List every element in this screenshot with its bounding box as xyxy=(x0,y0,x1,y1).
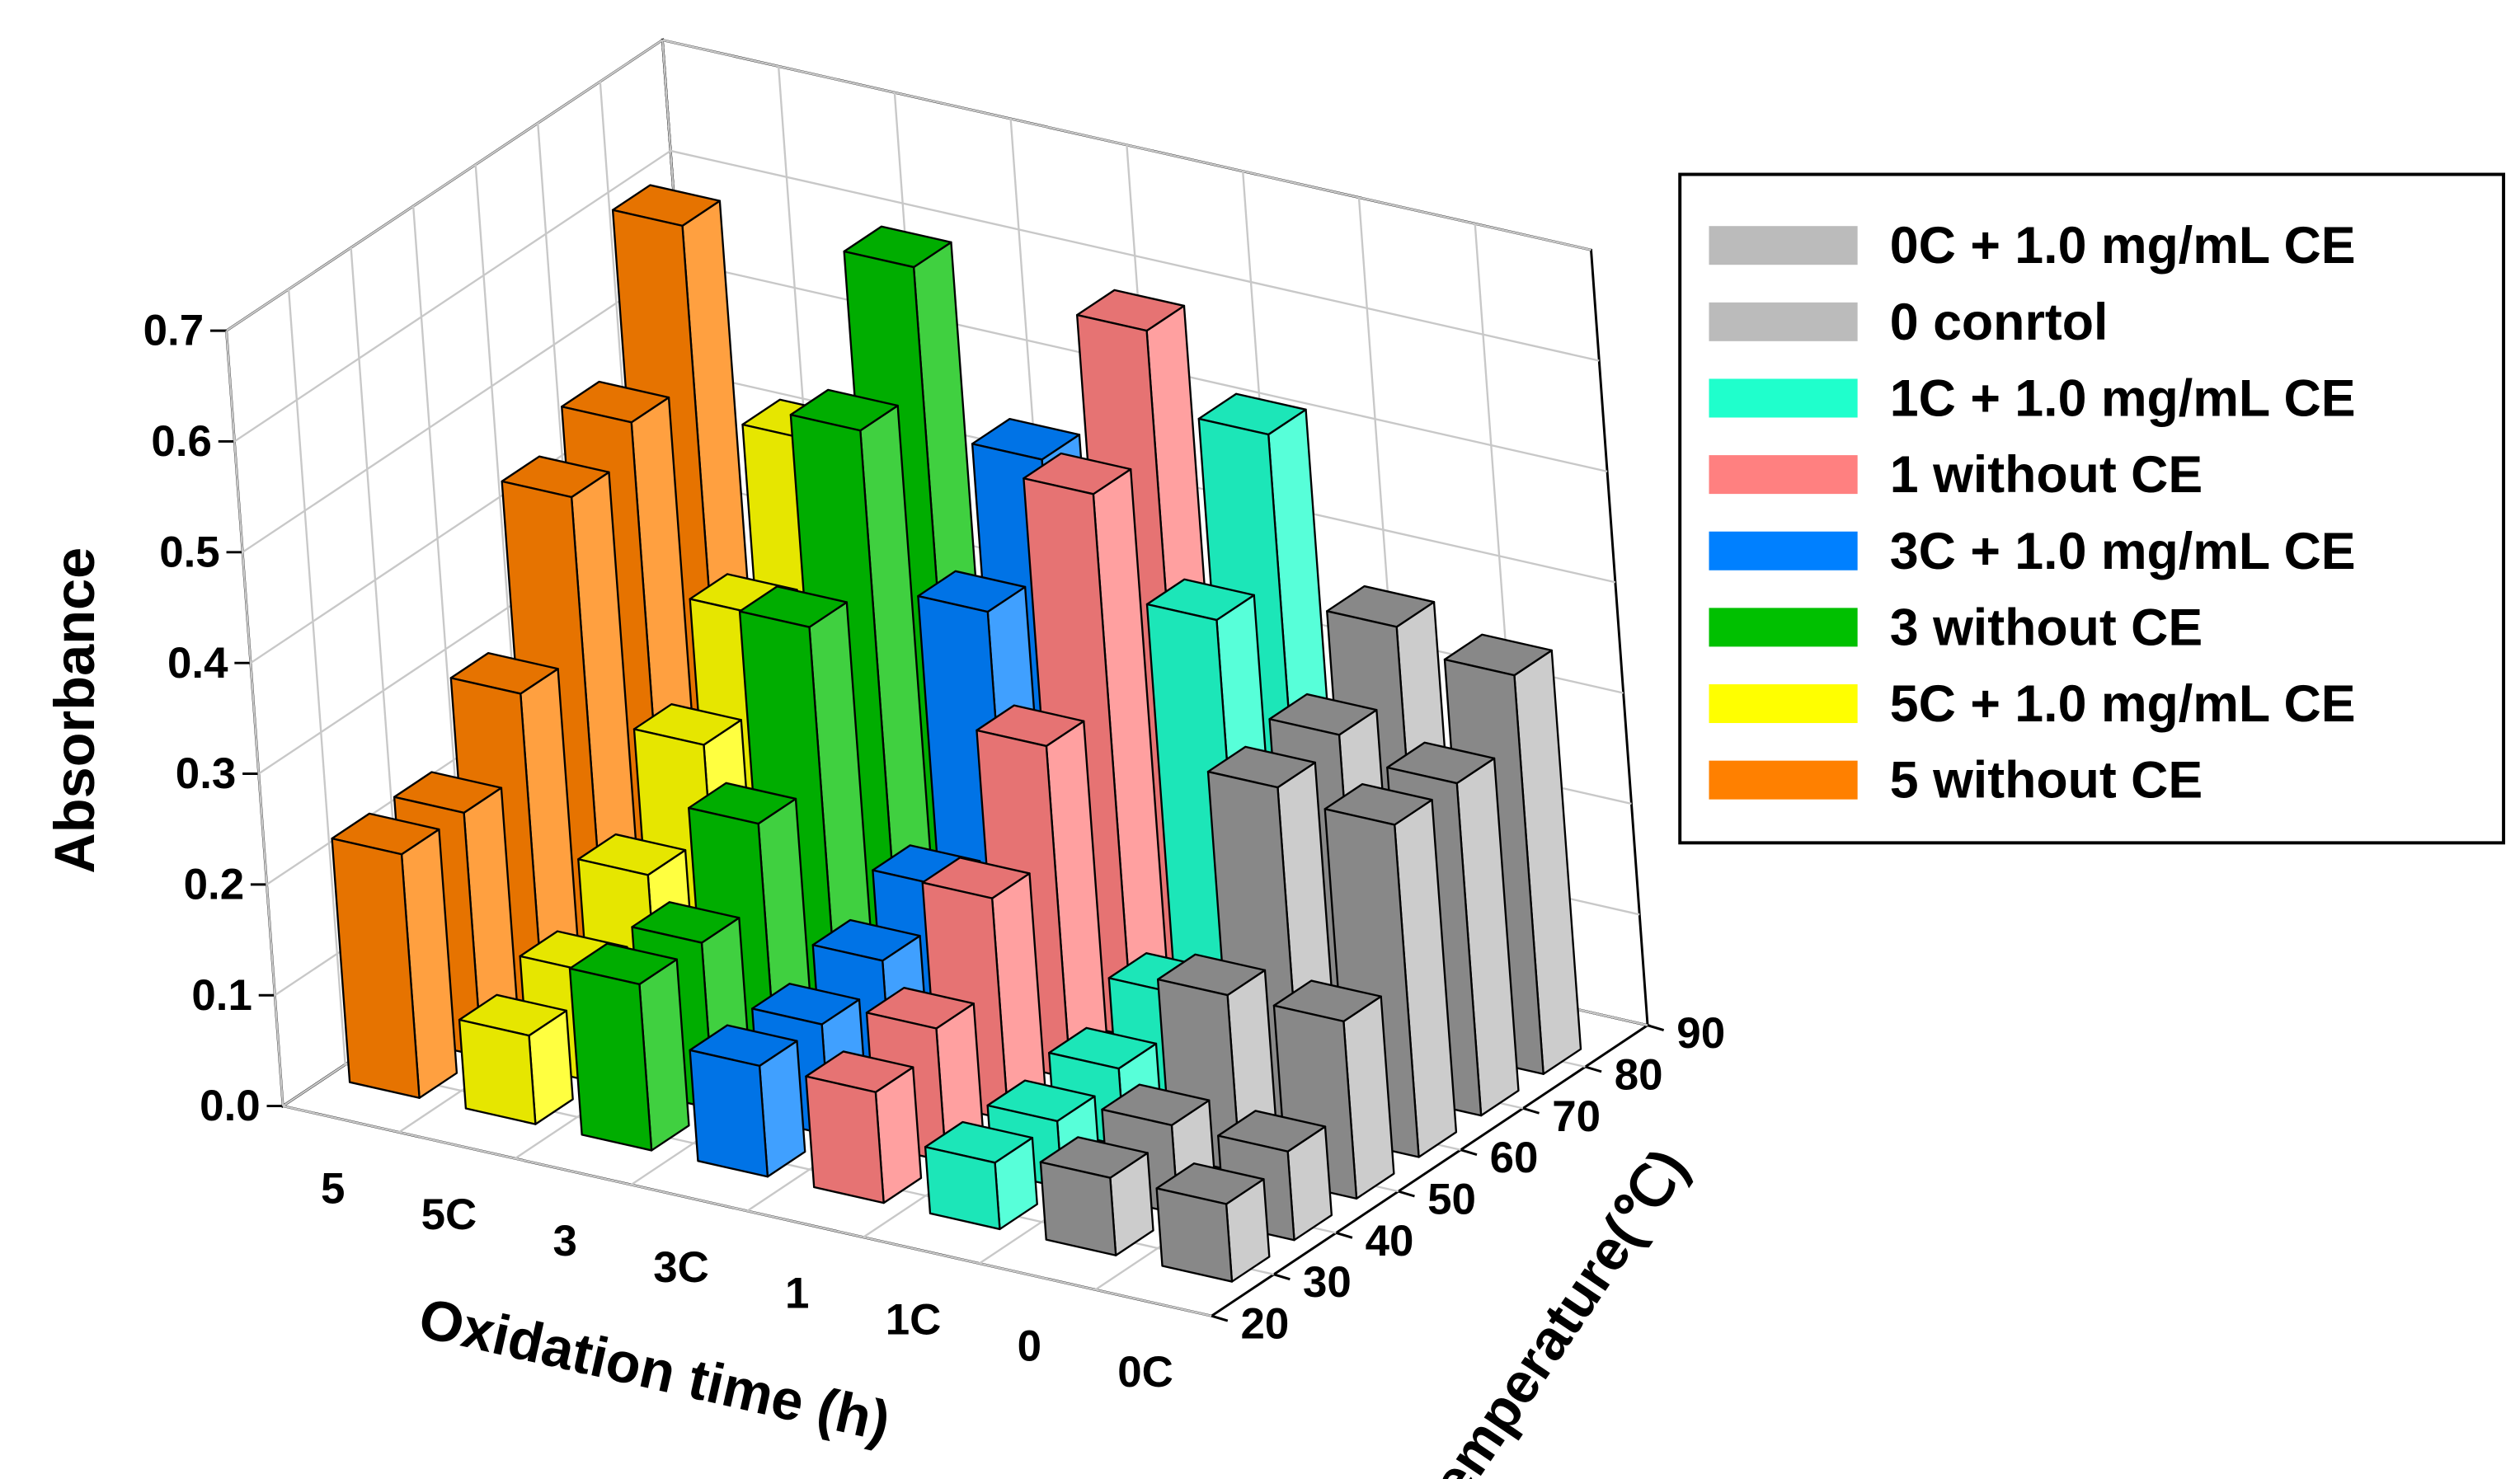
bar xyxy=(568,942,690,1152)
legend-swatch xyxy=(1709,378,1858,418)
bar xyxy=(331,812,458,1099)
z-tick-label: 50 xyxy=(1427,1176,1476,1224)
grid-line xyxy=(233,149,671,443)
tick-mark xyxy=(1398,1190,1415,1198)
y-tick-label: 0.3 xyxy=(176,749,236,798)
bar-front-face xyxy=(805,1075,885,1204)
tick-mark xyxy=(1585,1065,1602,1073)
tick-mark xyxy=(1211,1314,1229,1322)
y-tick-label: 0.0 xyxy=(200,1082,260,1130)
x-tick-label: 5C xyxy=(421,1190,477,1239)
bar-front-face xyxy=(924,1146,1001,1231)
tick-mark xyxy=(1460,1148,1478,1157)
legend-swatch xyxy=(1709,760,1858,800)
legend-label: 3C + 1.0 mg/mL CE xyxy=(1890,523,2356,580)
legend-label: 0 conrtol xyxy=(1890,293,2109,351)
bar xyxy=(1272,979,1395,1200)
x-tick-label: 5 xyxy=(321,1164,345,1213)
tick-mark xyxy=(1647,1024,1665,1031)
legend: 0C + 1.0 mg/mL CE 0 conrtol 1C + 1.0 mg/mL… xyxy=(1709,217,2356,810)
x-tick-label: 1C xyxy=(886,1295,942,1344)
legend-swatch xyxy=(1709,455,1858,495)
y-tick-label: 0.5 xyxy=(159,528,219,576)
legend-swatch xyxy=(1709,684,1858,724)
y-tick-label: 0.1 xyxy=(191,971,252,1020)
bar xyxy=(689,1024,806,1178)
bars xyxy=(331,184,1582,1283)
z-tick-label: 30 xyxy=(1303,1258,1352,1307)
bar-front-face xyxy=(331,837,421,1099)
legend-swatch xyxy=(1709,302,1858,341)
bar-front-face xyxy=(689,1049,769,1178)
tick-mark xyxy=(1273,1273,1291,1281)
x-tick-label: 1 xyxy=(785,1270,809,1318)
legend-box xyxy=(1678,172,2506,845)
x-tick-label: 3 xyxy=(553,1217,577,1265)
legend-swatch xyxy=(1709,531,1858,570)
z-tick-label: 20 xyxy=(1240,1300,1289,1349)
y-tick-label: 0.4 xyxy=(167,639,228,688)
bar xyxy=(924,1120,1038,1231)
bar xyxy=(458,993,574,1125)
legend-label: 1C + 1.0 mg/mL CE xyxy=(1890,370,2356,428)
legend-label: 5C + 1.0 mg/mL CE xyxy=(1890,675,2356,733)
grid-line xyxy=(242,261,679,553)
grid-line xyxy=(225,39,664,332)
legend-label: 1 without CE xyxy=(1890,446,2203,504)
bar xyxy=(805,1050,923,1204)
x-axis-title: Oxidation time (h) xyxy=(413,1286,896,1454)
bar xyxy=(1155,1162,1271,1283)
x-tick-label: 0C xyxy=(1117,1348,1173,1397)
legend-label: 0C + 1.0 mg/mL CE xyxy=(1890,217,2356,275)
y-tick-label: 0.2 xyxy=(184,861,244,909)
legend-swatch xyxy=(1709,608,1858,647)
legend-label: 3 without CE xyxy=(1890,599,2203,656)
y-tick-label: 0.6 xyxy=(151,417,211,466)
bar-front-face xyxy=(1155,1187,1234,1283)
grid-line xyxy=(287,289,346,1065)
bar-front-face xyxy=(1039,1161,1117,1256)
z-tick-label: 60 xyxy=(1490,1134,1539,1182)
bar-front-face xyxy=(458,1018,537,1125)
z-tick-label: 90 xyxy=(1676,1009,1725,1058)
z-tick-label: 80 xyxy=(1615,1050,1663,1099)
bar xyxy=(1039,1136,1154,1256)
tick-mark xyxy=(1522,1106,1540,1115)
y-tick-label: 0.7 xyxy=(143,307,204,355)
legend-label: 5 without CE xyxy=(1890,752,2203,810)
grid-line xyxy=(662,39,1591,251)
tick-mark xyxy=(1335,1232,1353,1239)
y-axis-title: Absorbance xyxy=(43,547,106,874)
grid-line xyxy=(225,331,284,1106)
legend-swatch xyxy=(1709,226,1858,265)
bar-front-face xyxy=(568,967,653,1152)
x-tick-label: 3C xyxy=(653,1243,709,1292)
x-tick-label: 0 xyxy=(1018,1322,1041,1370)
z-tick-label: 70 xyxy=(1552,1092,1601,1141)
z-tick-label: 40 xyxy=(1366,1217,1414,1265)
